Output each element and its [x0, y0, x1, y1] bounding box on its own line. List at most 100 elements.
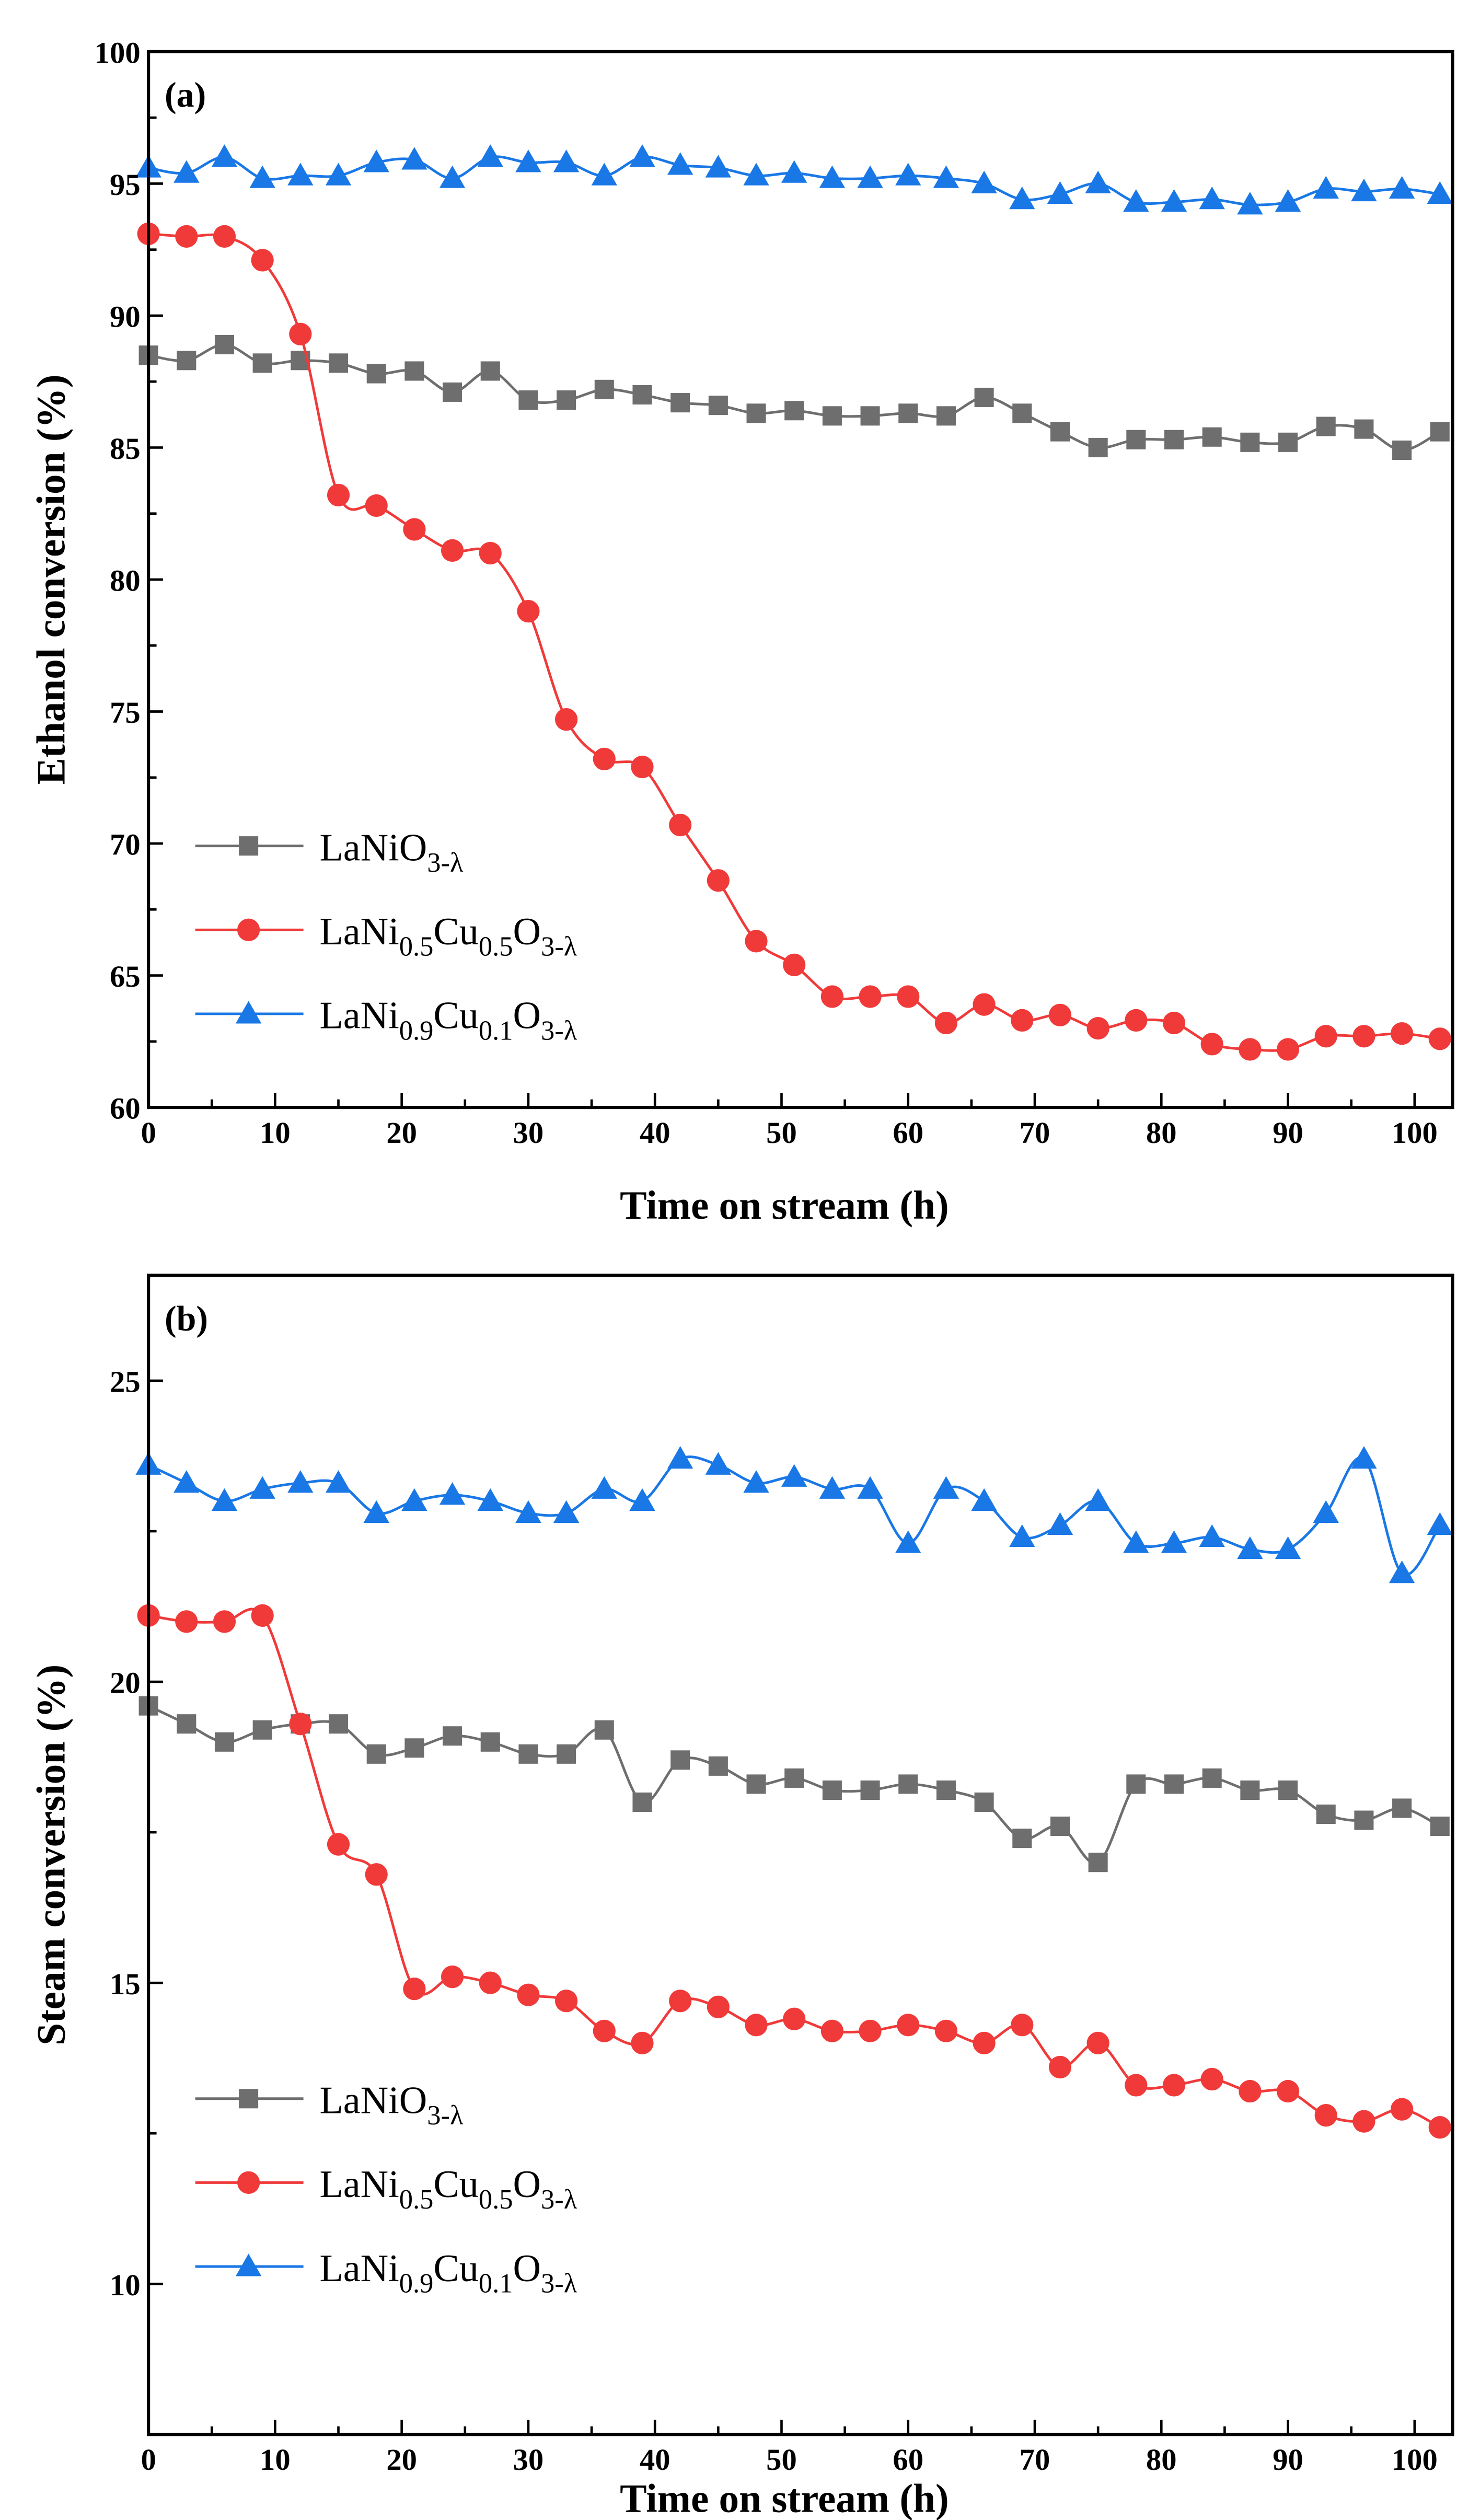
subscript: 0.9	[399, 1015, 434, 1046]
data-point	[1427, 1512, 1453, 1535]
data-point	[746, 403, 766, 423]
data-point	[1088, 1853, 1108, 1872]
data-point	[822, 1780, 842, 1800]
data-point	[1428, 2116, 1451, 2139]
x-axis-label: Time on stream (h)	[620, 1183, 949, 1228]
data-point	[897, 2014, 920, 2037]
data-point	[401, 1488, 427, 1511]
data-point	[177, 1714, 196, 1734]
data-point	[1050, 422, 1070, 442]
data-point	[1237, 1536, 1263, 1559]
data-point	[974, 387, 994, 408]
legend-label: LaNi0.9Cu0.1O3-λ	[319, 2247, 577, 2299]
label-text: Cu	[433, 910, 478, 953]
data-point	[553, 149, 580, 172]
label-text: Cu	[433, 2247, 478, 2290]
data-point	[325, 163, 352, 186]
legend-item: LaNiO3-λ	[195, 2079, 464, 2131]
subscript: 0.5	[399, 932, 434, 962]
series-gray	[138, 334, 1450, 460]
data-point	[1164, 1774, 1184, 1794]
data-point	[477, 144, 503, 167]
subscript: 3-λ	[427, 2100, 464, 2131]
data-point	[1354, 1810, 1374, 1830]
legend-label: LaNiO3-λ	[319, 826, 463, 878]
data-point	[743, 163, 769, 186]
data-point	[1313, 1500, 1339, 1523]
subscript: 0.1	[479, 2268, 513, 2298]
y-tick-label: 65	[110, 960, 141, 993]
subscript: 3-λ	[541, 1015, 577, 1046]
legend-marker	[235, 2253, 262, 2276]
legend-item: LaNi0.9Cu0.1O3-λ	[195, 995, 577, 1046]
data-point	[214, 334, 235, 354]
subscript: 0.5	[479, 2184, 513, 2215]
data-point	[934, 2019, 958, 2042]
data-point	[1275, 189, 1301, 212]
data-point	[1048, 2055, 1072, 2079]
x-tick-label: 30	[513, 1116, 544, 1150]
data-point	[746, 1774, 766, 1794]
chart-panel-a: 0 10 20 30 40 50 60 70 80 90 100 60 65 70 75 80 85 90 95 10…	[29, 36, 1454, 1228]
data-point	[404, 361, 424, 381]
panel-label: (a)	[165, 75, 206, 114]
y-axis-label: Ethanol conversion (%)	[29, 374, 74, 784]
data-point	[1427, 181, 1453, 204]
data-point	[670, 1750, 690, 1770]
data-point	[1164, 430, 1184, 449]
data-point	[1012, 1829, 1032, 1848]
label-text: LaNi	[319, 2163, 399, 2206]
data-point	[669, 1990, 692, 2013]
data-point	[1389, 1560, 1415, 1583]
data-point	[1162, 1011, 1186, 1035]
data-point	[820, 985, 843, 1008]
data-point	[895, 163, 921, 186]
data-point	[439, 1482, 466, 1505]
data-point	[175, 225, 198, 248]
label-text: LaNi	[319, 2247, 399, 2290]
data-point	[1276, 1038, 1300, 1061]
label-text: O	[513, 995, 541, 1037]
data-point	[1202, 427, 1222, 447]
data-point	[401, 147, 427, 170]
data-point	[819, 165, 846, 188]
data-point	[1088, 437, 1108, 457]
data-point	[1161, 1530, 1187, 1553]
data-point	[820, 2019, 843, 2042]
data-point	[289, 322, 312, 345]
data-point	[518, 1744, 538, 1764]
data-point	[936, 1780, 956, 1800]
data-point	[1009, 186, 1035, 210]
data-point	[1352, 1025, 1375, 1048]
y-tick-label: 25	[110, 1365, 141, 1399]
subscript: 0.5	[479, 932, 513, 962]
subscript: 0.9	[399, 2268, 434, 2298]
data-point	[1275, 1536, 1301, 1559]
data-point	[974, 1792, 994, 1812]
data-point	[1123, 189, 1149, 212]
data-point	[480, 1732, 500, 1752]
data-point	[249, 165, 275, 188]
data-point	[404, 1738, 424, 1758]
data-point	[593, 2019, 616, 2042]
legend-marker	[239, 2089, 259, 2109]
data-point	[898, 1774, 918, 1794]
data-point	[898, 403, 918, 423]
data-point	[211, 144, 238, 167]
data-point	[857, 1476, 883, 1499]
data-point	[1202, 1768, 1222, 1788]
data-point	[1050, 1817, 1070, 1836]
data-point	[1125, 2074, 1148, 2097]
data-point	[1047, 181, 1073, 204]
data-point	[175, 1610, 198, 1633]
data-point	[707, 1995, 730, 2018]
chart-panel-b: 0 10 20 30 40 50 60 70 80 90 100 10 15 20 25 Time on st…	[29, 1274, 1454, 2520]
label-text: O	[513, 2247, 541, 2290]
data-point	[632, 1792, 652, 1812]
data-point	[1314, 2104, 1337, 2127]
data-point	[327, 483, 350, 506]
x-tick-label: 10	[260, 1116, 291, 1150]
data-point	[515, 149, 541, 172]
data-point	[594, 1720, 614, 1740]
